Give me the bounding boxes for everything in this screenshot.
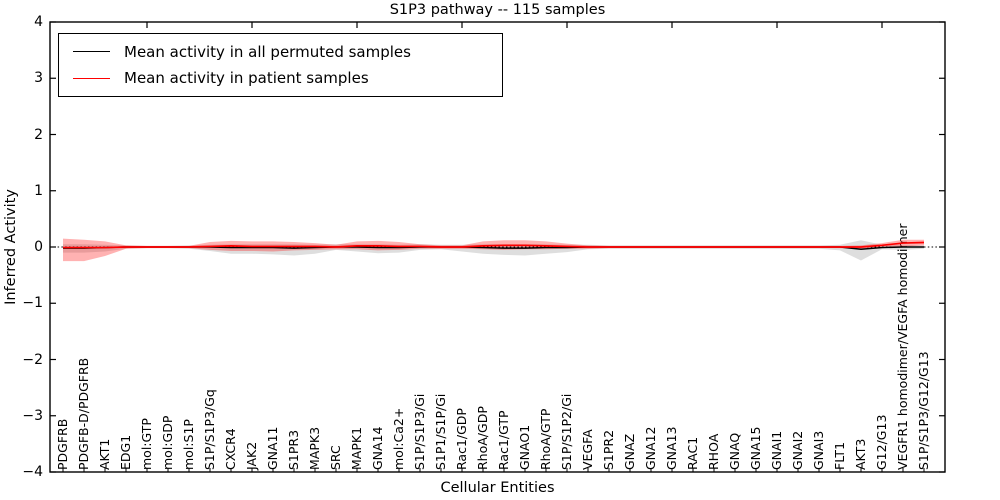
y-tick-label: 2 [34,126,43,143]
series-line-1 [63,241,925,249]
y-tick-label: 3 [34,70,43,87]
y-tick-label: 4 [34,14,43,30]
legend-label-permuted: Mean activity in all permuted samples [124,42,411,61]
y-tick-label: 0 [34,239,43,255]
y-tick-label: 1 [34,182,43,199]
y-tick-label: −4 [22,464,43,480]
y-tick-label: −3 [22,407,43,424]
legend-line-patient-icon [73,77,110,79]
band-0 [63,240,924,261]
legend-label-patient: Mean activity in patient samples [124,69,369,88]
y-tick-label: −1 [22,295,43,312]
legend-item-permuted: Mean activity in all permuted samples [73,43,502,61]
band-1 [63,238,924,262]
legend: Mean activity in all permuted samples Me… [58,33,503,97]
chart-title: S1P3 pathway -- 115 samples [389,2,606,18]
legend-line-permuted-icon [73,51,110,53]
y-tick-label: −2 [22,351,43,368]
x-axis-label: Cellular Entities [440,480,555,496]
legend-item-patient: Mean activity in patient samples [73,69,502,87]
